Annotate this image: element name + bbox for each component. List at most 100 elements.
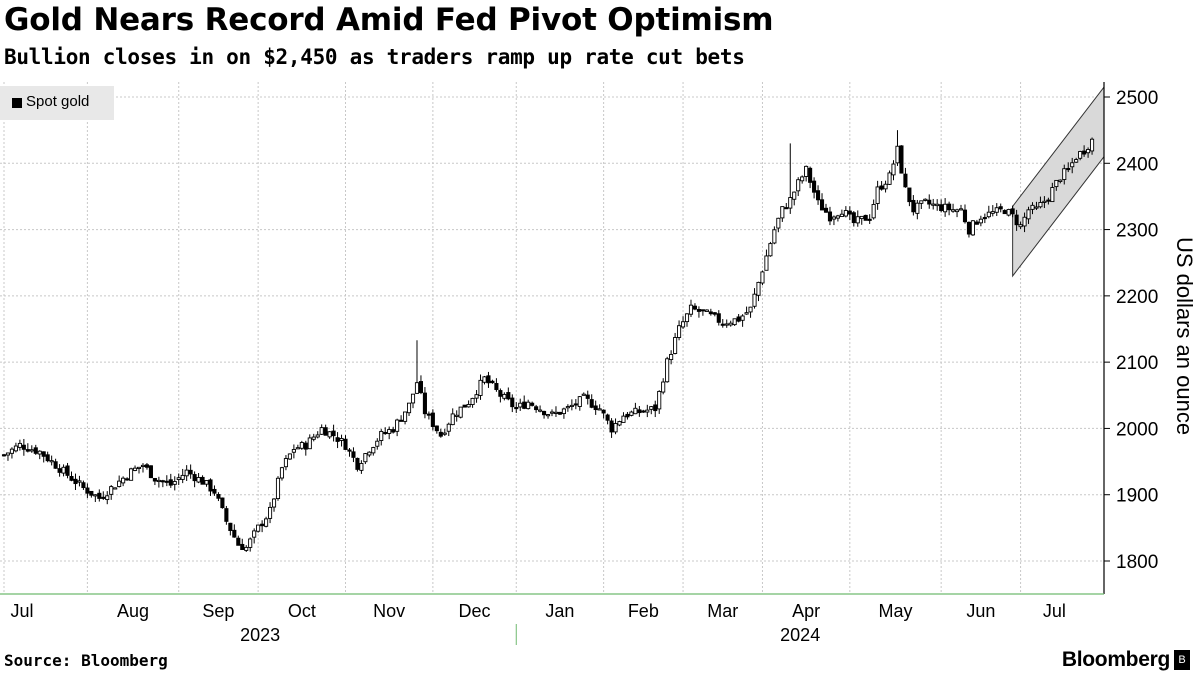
candle-body xyxy=(1078,151,1083,159)
candle xyxy=(303,440,308,456)
candle xyxy=(728,320,733,327)
candle-body xyxy=(827,211,833,222)
candle-body xyxy=(665,358,670,383)
candle-body xyxy=(77,480,82,483)
candle-body xyxy=(919,200,924,204)
candle xyxy=(1034,201,1039,210)
candle-body xyxy=(474,394,479,399)
candle-body xyxy=(406,402,412,414)
candle xyxy=(1054,179,1059,191)
candle xyxy=(81,480,86,490)
candle xyxy=(216,492,221,502)
candle xyxy=(410,393,416,409)
candle-body xyxy=(232,529,237,538)
candle xyxy=(732,318,737,327)
candle-body xyxy=(494,383,499,390)
candle-body xyxy=(303,442,308,450)
candle-body xyxy=(502,393,507,399)
candle xyxy=(109,485,114,500)
candle-body xyxy=(986,211,991,218)
x-month-label: Oct xyxy=(288,601,316,621)
candle-body xyxy=(73,478,78,485)
candle-body xyxy=(549,411,555,414)
candle-body xyxy=(160,480,165,483)
candle-body xyxy=(760,271,765,284)
candle xyxy=(53,458,58,469)
candle-body xyxy=(518,402,523,408)
candle xyxy=(931,198,936,210)
candle-body xyxy=(93,494,98,497)
candle xyxy=(569,399,574,411)
candle xyxy=(125,477,130,481)
x-month-label: Feb xyxy=(628,601,659,621)
candle xyxy=(680,316,686,329)
candle xyxy=(13,442,18,453)
candle-body xyxy=(800,176,805,182)
candle-body xyxy=(931,203,936,206)
candle-body xyxy=(81,482,86,489)
y-tick-label: 1800 xyxy=(1116,552,1158,573)
candle-body xyxy=(307,437,312,450)
candle-body xyxy=(188,469,193,475)
candle-body xyxy=(355,457,360,470)
candle-body xyxy=(295,447,300,450)
candle-body xyxy=(1006,209,1011,216)
candle-body xyxy=(538,409,543,412)
candle-body xyxy=(573,403,578,406)
candle-body xyxy=(907,187,912,203)
candle-body xyxy=(85,487,90,494)
candle-body xyxy=(1038,202,1043,208)
candle xyxy=(716,310,721,326)
candle xyxy=(792,191,797,206)
candle-body xyxy=(935,203,940,207)
candle xyxy=(1078,150,1083,161)
y-tick-label: 2400 xyxy=(1116,154,1158,175)
candle xyxy=(339,434,344,447)
candle xyxy=(514,402,519,413)
source-note: Source: Bloomberg xyxy=(4,651,168,670)
candle xyxy=(851,211,856,227)
candle xyxy=(283,455,288,471)
candle xyxy=(903,167,908,188)
candle-body xyxy=(1030,204,1035,210)
candle-body xyxy=(224,508,229,522)
candle xyxy=(867,214,872,224)
candle-body xyxy=(311,436,316,440)
candle-body xyxy=(1090,138,1095,152)
candle xyxy=(1090,137,1095,155)
candle-body xyxy=(653,404,658,412)
candle xyxy=(990,205,995,217)
candle xyxy=(57,464,62,477)
candle xyxy=(490,379,495,384)
candle xyxy=(875,180,880,210)
chart-legend: Spot gold xyxy=(0,86,114,120)
candle-body xyxy=(383,431,388,435)
candle xyxy=(33,444,38,455)
candle-body xyxy=(863,214,868,221)
candle xyxy=(192,471,197,488)
candle-body xyxy=(462,404,467,408)
candle-body xyxy=(438,431,443,437)
candle-body xyxy=(371,447,376,454)
candle xyxy=(371,446,376,456)
candle-body xyxy=(446,423,451,432)
candle xyxy=(752,288,757,309)
candle xyxy=(1030,202,1035,215)
candle-body xyxy=(1054,179,1059,188)
candle-body xyxy=(700,309,705,312)
bloomberg-mark-icon: B xyxy=(1174,650,1190,670)
candle-body xyxy=(148,465,153,479)
candle-body xyxy=(605,414,610,421)
candle-body xyxy=(97,492,102,499)
candle-body xyxy=(522,401,527,409)
candle-body xyxy=(176,477,181,480)
candle xyxy=(970,220,975,236)
candle-body xyxy=(37,450,42,455)
candle xyxy=(692,303,698,311)
candle-body xyxy=(816,190,821,201)
candle xyxy=(168,473,173,488)
candle xyxy=(911,195,916,216)
candle-body xyxy=(244,546,249,551)
candle-body xyxy=(915,202,920,214)
candle xyxy=(379,429,384,446)
